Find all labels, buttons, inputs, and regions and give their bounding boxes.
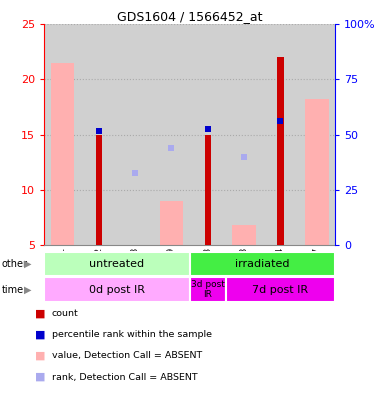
Text: ▶: ▶ <box>24 285 32 294</box>
Bar <box>160 201 183 245</box>
Text: other: other <box>2 259 28 269</box>
Bar <box>51 63 74 245</box>
Bar <box>95 134 102 245</box>
Bar <box>299 24 335 245</box>
Bar <box>226 277 335 302</box>
Text: 0d post IR: 0d post IR <box>89 285 145 294</box>
Bar <box>262 24 299 245</box>
Text: ■: ■ <box>35 351 45 361</box>
Text: rank, Detection Call = ABSENT: rank, Detection Call = ABSENT <box>52 373 198 382</box>
Bar <box>226 24 262 245</box>
Text: ■: ■ <box>35 330 45 340</box>
Bar <box>305 99 328 245</box>
Text: ■: ■ <box>35 309 45 319</box>
Text: time: time <box>2 285 24 294</box>
Text: ▶: ▶ <box>24 259 32 269</box>
Bar <box>232 225 256 245</box>
Bar <box>44 277 190 302</box>
Text: percentile rank within the sample: percentile rank within the sample <box>52 330 212 339</box>
Bar <box>117 24 153 245</box>
Text: ■: ■ <box>35 372 45 382</box>
Bar <box>190 24 226 245</box>
Bar <box>190 277 226 302</box>
Bar <box>80 24 117 245</box>
Title: GDS1604 / 1566452_at: GDS1604 / 1566452_at <box>117 10 262 23</box>
Text: irradiated: irradiated <box>235 259 290 269</box>
Bar <box>44 24 80 245</box>
Bar <box>153 24 189 245</box>
Text: value, Detection Call = ABSENT: value, Detection Call = ABSENT <box>52 352 202 360</box>
Bar <box>204 134 211 245</box>
Bar <box>190 252 335 276</box>
Bar <box>277 58 284 245</box>
Text: 7d post IR: 7d post IR <box>253 285 308 294</box>
Text: 3d post
IR: 3d post IR <box>191 280 225 299</box>
Bar <box>44 252 190 276</box>
Text: untreated: untreated <box>89 259 144 269</box>
Text: count: count <box>52 309 79 318</box>
